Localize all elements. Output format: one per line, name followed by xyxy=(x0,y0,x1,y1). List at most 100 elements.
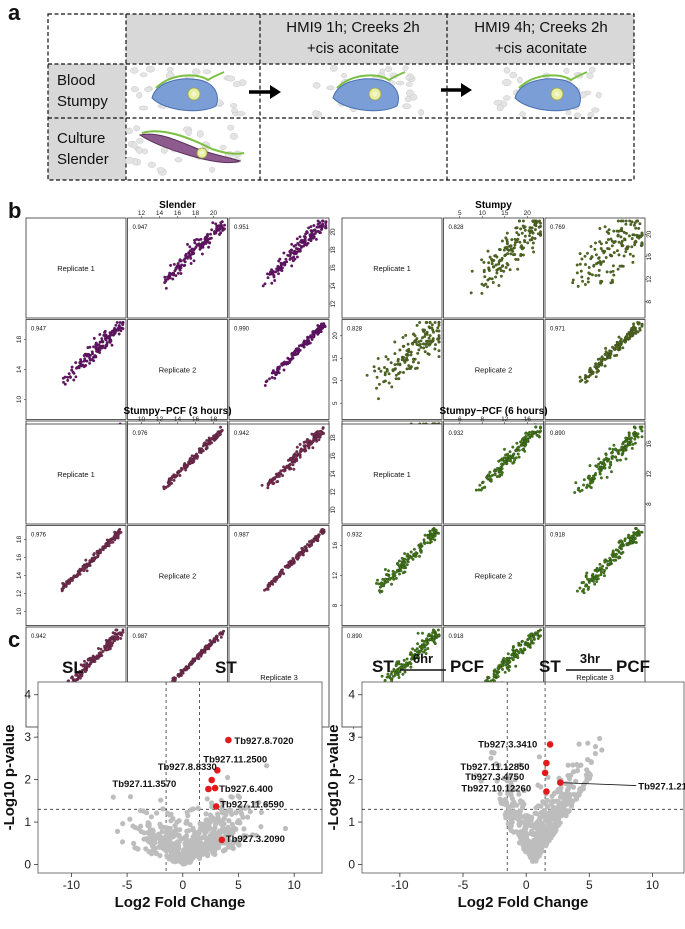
pairs-scatter-point xyxy=(626,441,630,445)
pairs-scatter-point xyxy=(533,633,537,636)
pairs-scatter-point xyxy=(539,425,542,429)
axis-tick-label: 15 xyxy=(501,210,509,217)
pairs-scatter-point xyxy=(373,369,377,373)
axis-tick-label: 18 xyxy=(330,434,337,442)
pairs-scatter-point xyxy=(628,443,632,447)
pairs-scatter-point xyxy=(539,429,542,433)
pairs-scatter-point xyxy=(204,647,208,650)
pairs-scatter-point xyxy=(271,482,275,486)
pairs-scatter-point xyxy=(105,538,109,542)
pairs-scatter-point xyxy=(617,335,621,339)
pairs-scatter-point xyxy=(596,574,600,578)
pairs-scatter-point xyxy=(585,483,589,487)
pairs-scatter-point xyxy=(101,548,105,552)
volcano-point xyxy=(148,814,154,820)
pairs-scatter-point xyxy=(417,652,421,656)
pairs-scatter-point xyxy=(601,564,605,568)
pairs-scatter-point xyxy=(281,474,285,478)
axis-tick-label: 18 xyxy=(210,416,218,423)
pairs-scatter-point xyxy=(430,326,434,330)
pairs-scatter-point xyxy=(400,556,404,560)
pairs-scatter-point xyxy=(197,447,201,451)
pairs-scatter-point xyxy=(205,442,209,446)
pairs-scatter-point xyxy=(497,459,501,463)
pairs-scatter-point xyxy=(433,347,437,351)
pairs-scatter-point xyxy=(264,380,268,384)
pairs-scatter-point xyxy=(213,433,217,437)
pairs-scatter-point xyxy=(578,489,582,493)
pairs-scatter-point xyxy=(494,275,498,279)
pairs-scatter-point xyxy=(437,340,441,344)
pairs-scatter-point xyxy=(598,357,602,361)
y-tick-label: 1 xyxy=(24,815,31,829)
pairs-scatter-point xyxy=(186,463,190,467)
axis-tick-label: 18 xyxy=(192,210,200,217)
blood-cell-shape xyxy=(136,91,143,99)
pairs-scatter-point xyxy=(482,270,486,274)
pairs-scatter-point xyxy=(624,231,628,235)
pairs-scatter-point xyxy=(494,254,498,258)
pairs-scatter-point xyxy=(435,634,438,638)
pairs-scatter-point xyxy=(421,645,425,649)
pairs-scatter-point xyxy=(415,650,419,654)
pairs-scatter-point xyxy=(311,330,315,334)
pairs-scatter-point xyxy=(117,631,121,635)
replicate-label: Replicate 2 xyxy=(475,572,513,581)
volcano-point xyxy=(592,744,599,750)
flagellum xyxy=(518,71,588,89)
pairs-scatter-point xyxy=(302,342,306,346)
pairs-scatter-point xyxy=(291,459,295,462)
pairs-scatter-point xyxy=(586,251,589,255)
pairs-scatter-point xyxy=(536,632,540,636)
pairs-scatter-point xyxy=(296,347,300,351)
pairs-scatter-point xyxy=(76,573,80,577)
correlation-label: 0.918 xyxy=(449,634,465,640)
arrow-right-icon xyxy=(270,85,281,99)
pairs-scatter-point xyxy=(385,675,389,679)
pairs-scatter-point xyxy=(596,368,600,372)
pairs-scatter-point xyxy=(393,363,397,367)
pairs-scatter-point xyxy=(284,257,288,261)
pairs-scatter-point xyxy=(427,343,431,347)
pairs-scatter-point xyxy=(223,227,226,231)
pairs-scatter-point xyxy=(84,668,88,672)
pairs-scatter-point xyxy=(608,349,612,353)
pairs-scatter-point xyxy=(480,282,484,286)
pairs-scatter-point xyxy=(179,272,183,275)
pairs-scatter-point xyxy=(321,528,325,531)
pairs-scatter-point xyxy=(413,649,417,652)
pairs-scatter-point xyxy=(593,365,597,369)
pairs-scatter-point xyxy=(608,462,612,466)
pairs-scatter-point xyxy=(516,237,520,241)
volcano-point xyxy=(183,837,189,843)
y-tick-label: 3 xyxy=(24,730,31,744)
pairs-scatter-point xyxy=(623,448,627,452)
pairs-scatter-point xyxy=(596,365,600,369)
pairs-scatter-point xyxy=(434,343,437,347)
pairs-scatter-point xyxy=(403,552,407,556)
pairs-scatter-point xyxy=(205,445,209,449)
pairs-scatter-point xyxy=(290,242,294,246)
pairs-scatter-point xyxy=(496,267,500,271)
pairs-scatter-point xyxy=(588,366,592,370)
pairs-scatter-point xyxy=(302,339,306,343)
pairs-scatter-point xyxy=(298,235,302,239)
stumpy-cell-icon xyxy=(514,71,588,112)
header-cell-1 xyxy=(126,14,260,64)
pairs-scatter-point xyxy=(512,452,516,456)
axis-tick-label: 8 xyxy=(646,502,653,506)
pairs-scatter-point xyxy=(538,628,542,632)
pairs-scatter-point xyxy=(100,337,104,341)
blood-cell-shape xyxy=(143,87,153,92)
pairs-scatter-point xyxy=(613,347,617,351)
cell-illustrations xyxy=(124,64,602,176)
pairs-scatter-point xyxy=(523,444,527,448)
pairs-scatter-point xyxy=(288,462,292,466)
volcano-point xyxy=(238,804,244,810)
pairs-scatter-point xyxy=(382,584,386,587)
replicate-label: Replicate 1 xyxy=(57,470,95,479)
replicate-label: Replicate 1 xyxy=(373,470,411,479)
pairs-scatter-point xyxy=(640,429,644,433)
axis-tick-label: 10 xyxy=(138,416,146,423)
pairs-scatter-point xyxy=(632,322,636,326)
